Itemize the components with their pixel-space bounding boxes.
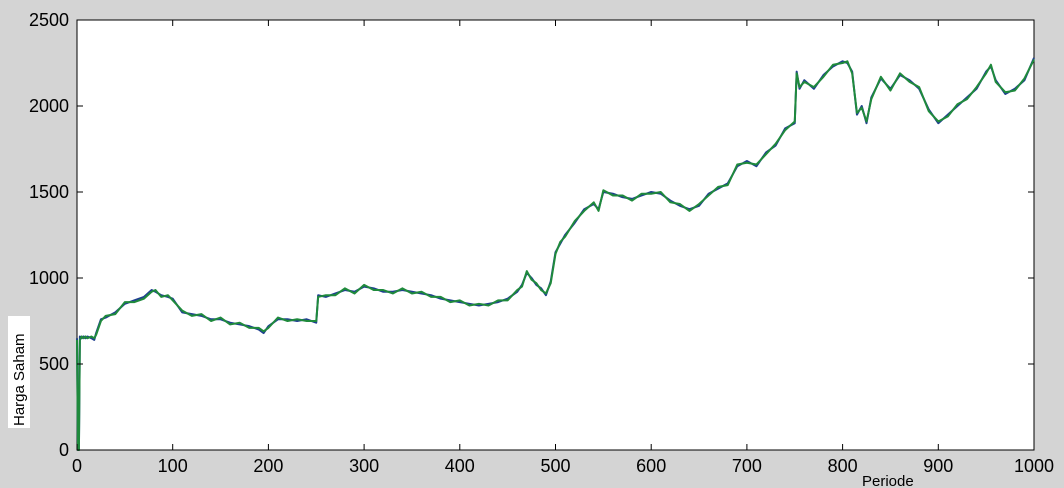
x-tick-label: 1000 (1014, 456, 1054, 476)
y-tick-label: 0 (59, 440, 69, 460)
x-tick-label: 0 (72, 456, 82, 476)
x-tick-label: 500 (540, 456, 570, 476)
x-tick-label: 200 (253, 456, 283, 476)
series-line-2 (76, 59, 1035, 451)
y-tick-label: 500 (39, 354, 69, 374)
x-tick-label: 800 (828, 456, 858, 476)
y-axis-title: Harga Saham (11, 333, 28, 426)
y-tick-label: 2500 (29, 10, 69, 30)
x-tick-label: 900 (923, 456, 953, 476)
plot-area (76, 19, 1035, 451)
x-tick-label: 700 (732, 456, 762, 476)
x-axis-title: Periode (862, 473, 914, 488)
y-tick-label: 1000 (29, 268, 69, 288)
series-layer (76, 57, 1035, 451)
y-tick-label: 2000 (29, 96, 69, 116)
tick-layer: 0 100 200 300 400 500 600 700 800 900 1000 0 500 1000… (29, 10, 1054, 476)
x-tick-label: 400 (445, 456, 475, 476)
x-tick-label: 300 (349, 456, 379, 476)
x-tick-label: 100 (158, 456, 188, 476)
ylabel-backing (8, 316, 30, 428)
y-tick-label: 1500 (29, 182, 69, 202)
x-tick-label: 600 (636, 456, 666, 476)
